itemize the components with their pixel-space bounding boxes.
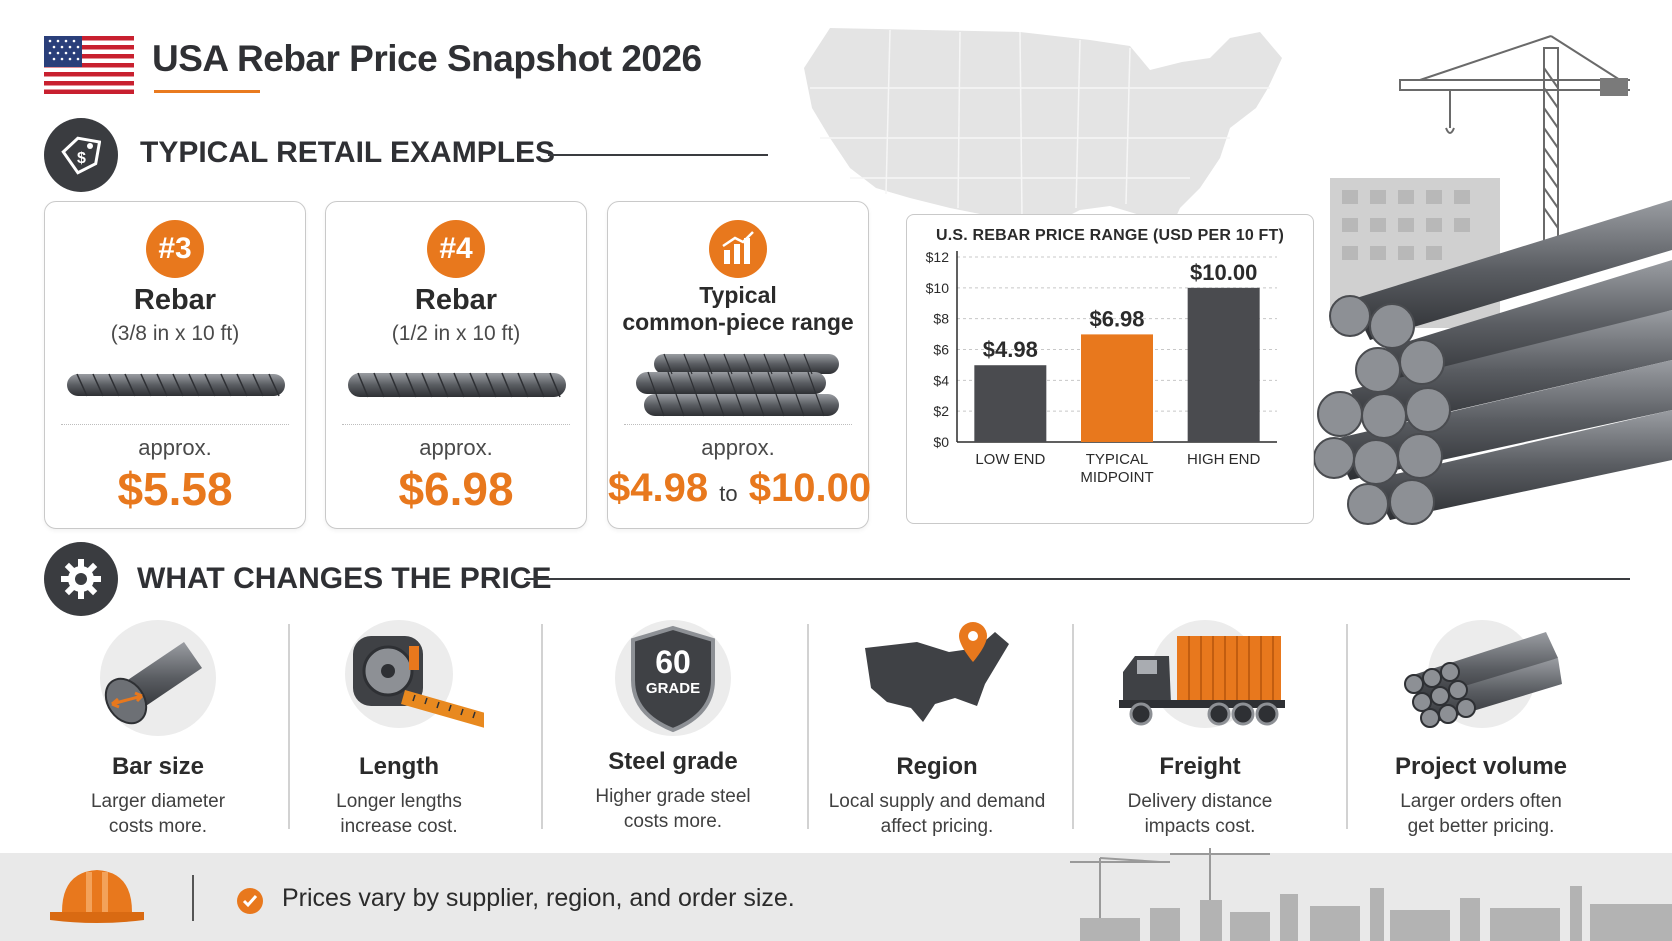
us-flag-icon: [44, 36, 134, 94]
factor-desc: Larger orders often get better pricing.: [1400, 791, 1562, 837]
y-tick-label: $10: [926, 280, 950, 296]
usa-map-pin-icon: [865, 622, 1009, 722]
x-tick-label: MIDPOINT: [1080, 469, 1153, 486]
gear-icon: [44, 542, 118, 616]
factor-project-volume: Project volume Larger orders often get b…: [1356, 618, 1606, 839]
rebar-bundle-icon: [1404, 620, 1562, 728]
card-subtitle: (1/2 in x 10 ft): [391, 322, 521, 345]
price-tag-icon: $: [44, 118, 118, 192]
factor-title: Steel grade: [608, 748, 738, 775]
card-price: $6.98: [398, 463, 514, 515]
factor-divider: [541, 624, 543, 829]
title-underline: [154, 90, 260, 93]
card-approx: approx.: [138, 435, 212, 460]
footer-note: Prices vary by supplier, region, and ord…: [282, 884, 795, 912]
y-tick-label: $12: [926, 249, 950, 265]
card-price: $5.58: [117, 463, 233, 515]
rebar-bundle-icon: [636, 353, 839, 417]
truck-icon: [1119, 620, 1285, 728]
section-rule-factors: [524, 578, 1630, 580]
bar-chart-icon: [709, 220, 767, 278]
factor-divider: [1346, 624, 1348, 829]
card-title: Rebar: [414, 284, 498, 316]
card-divider: [342, 424, 570, 425]
factor-title: Length: [359, 753, 439, 780]
card-divider: [61, 424, 289, 425]
rebar-icon: [348, 372, 566, 398]
shield-text: GRADE: [645, 680, 701, 697]
hard-hat-icon: [50, 870, 144, 923]
factor-desc: Higher grade steel costs more.: [595, 786, 751, 832]
factor-desc: Longer lengths increase cost.: [336, 791, 462, 837]
data-label: $6.98: [1089, 306, 1144, 331]
factor-region: Region Local supply and demand affect pr…: [812, 618, 1062, 839]
data-label: $10.00: [1190, 260, 1257, 285]
retail-card-3: #3 Rebar (3/8 in x 10 ft) approx. $5.58: [44, 201, 306, 529]
factor-freight: Freight Delivery distance impacts cost.: [1075, 618, 1325, 839]
factor-divider: [288, 624, 290, 829]
bar-low-end: [974, 365, 1047, 442]
factor-divider: [1072, 624, 1074, 829]
factor-title: Region: [896, 753, 978, 780]
rebar-icon: [67, 373, 285, 397]
chart-title: U.S. REBAR PRICE RANGE (USD PER 10 FT): [935, 227, 1285, 244]
badge-4: #4: [427, 220, 485, 278]
retail-card-4: #4 Rebar (1/2 in x 10 ft) approx. $6.98: [325, 201, 587, 529]
card-divider: [624, 424, 852, 425]
svg-text:$: $: [77, 150, 86, 167]
check-circle-icon: [237, 888, 263, 914]
data-label: $4.98: [983, 337, 1038, 362]
y-tick-label: $4: [933, 372, 949, 388]
section-title-factors: WHAT CHANGES THE PRICE: [137, 562, 552, 595]
bar-high-end: [1187, 287, 1260, 442]
y-tick-label: $8: [933, 311, 949, 327]
skyline-decoration: [1070, 848, 1672, 941]
retail-card-range: Typical common-piece range approx. $4.98…: [607, 201, 872, 529]
factor-steel-grade: 60 GRADE Steel grade Higher grade steel …: [548, 618, 798, 834]
factor-title: Project volume: [1394, 753, 1568, 780]
rebar-stack-image: [1313, 200, 1672, 525]
shield-number: 60: [655, 644, 691, 680]
x-tick-label: HIGH END: [1187, 451, 1261, 468]
y-tick-label: $2: [933, 403, 949, 419]
badge-3: #3: [146, 220, 204, 278]
factor-title: Bar size: [111, 753, 205, 780]
factor-length: Length Longer lengths increase cost.: [274, 618, 524, 839]
usa-map-background: [804, 28, 1282, 242]
price-low: $4.98: [608, 466, 709, 510]
section-rule-retail: [548, 154, 768, 156]
x-tick-label: LOW END: [975, 451, 1045, 468]
factor-divider: [807, 624, 809, 829]
factor-desc: Larger diameter costs more.: [90, 791, 226, 837]
y-tick-label: $0: [933, 434, 949, 450]
card-price-range: $4.98 to $10.00: [608, 466, 872, 511]
bar-typical-midpoint: [1081, 334, 1153, 442]
card-subtitle: (3/8 in x 10 ft): [110, 322, 240, 345]
tape-measure-icon: [345, 620, 489, 728]
card-title: Typical common-piece range: [622, 282, 854, 335]
x-tick-label: TYPICAL: [1086, 451, 1149, 468]
card-title: Rebar: [133, 284, 217, 316]
grade-shield-icon: 60 GRADE: [613, 618, 733, 738]
price-to: to: [719, 481, 738, 506]
card-approx: approx.: [419, 435, 493, 460]
chart-canvas: $0 $2 $4 $6 $8 $10 $12 $4.98 LOW END $6.98 TYPICAL…: [926, 249, 1277, 486]
factor-title: Freight: [1159, 753, 1241, 780]
y-tick-label: $6: [933, 342, 949, 358]
footer-divider: [192, 875, 194, 921]
factor-desc: Delivery distance impacts cost.: [1127, 791, 1273, 837]
factor-desc: Local supply and demand affect pricing.: [828, 791, 1046, 837]
price-range-chart: U.S. REBAR PRICE RANGE (USD PER 10 FT) $…: [906, 214, 1314, 524]
page-title: USA Rebar Price Snapshot 2026: [152, 38, 702, 79]
price-high: $10.00: [748, 466, 872, 510]
card-approx: approx.: [701, 435, 775, 460]
rebar-diameter-icon: [100, 620, 216, 736]
section-title-retail: TYPICAL RETAIL EXAMPLES: [140, 136, 556, 169]
factor-bar-size: Bar size Larger diameter costs more.: [33, 618, 283, 839]
